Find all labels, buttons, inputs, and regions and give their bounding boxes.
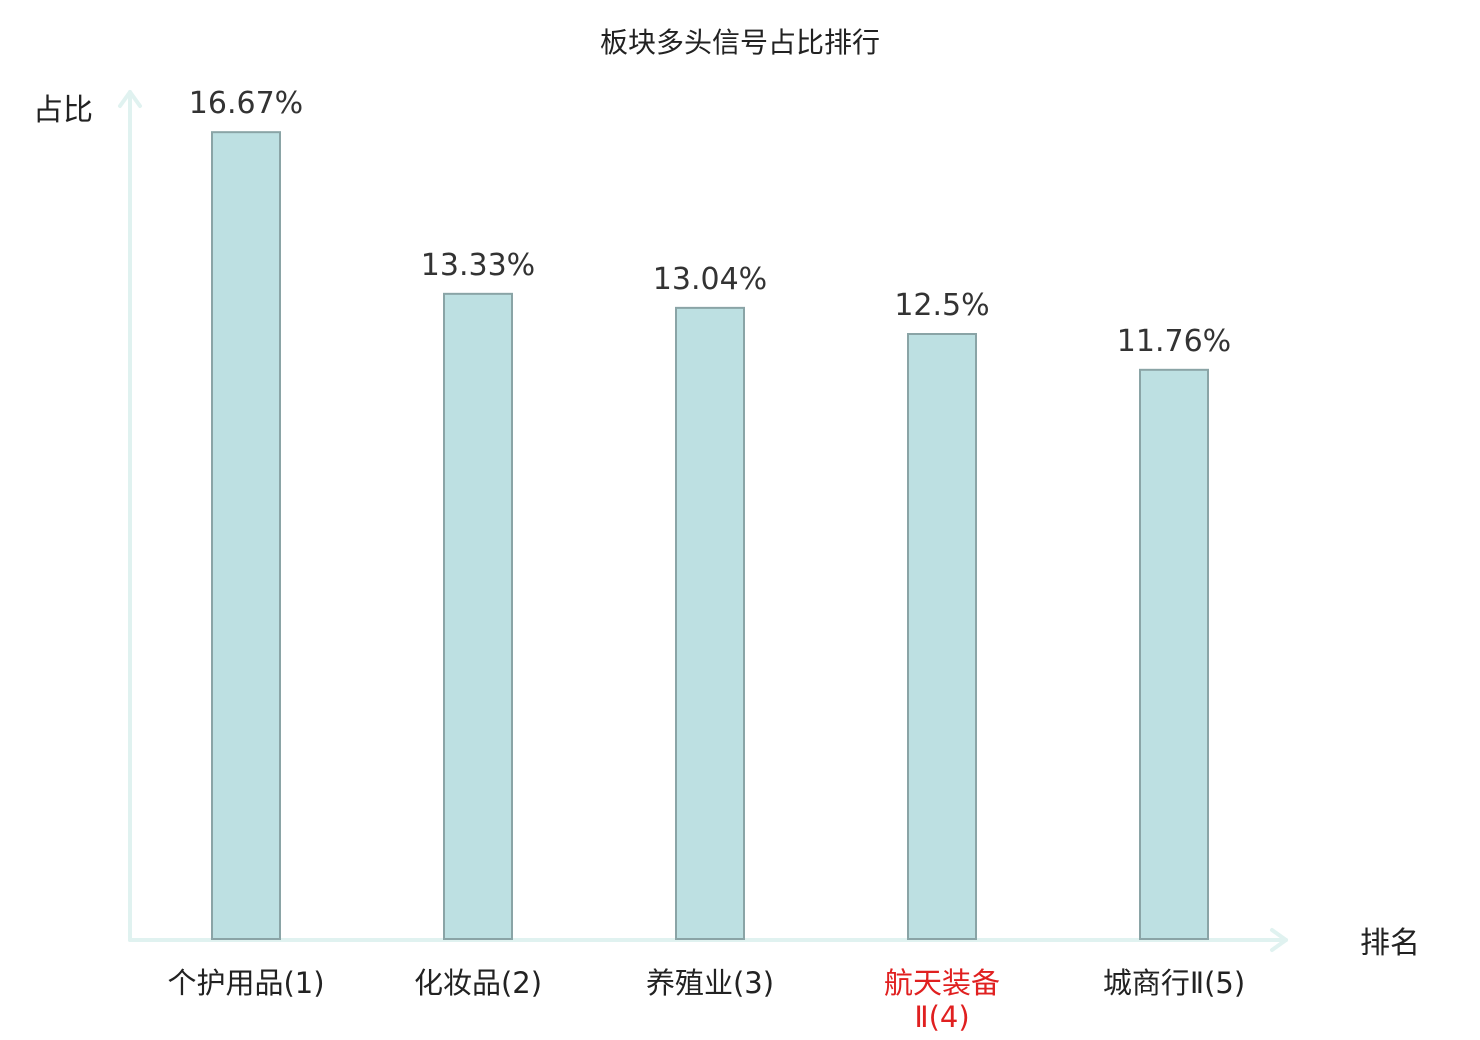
x-tick-label: 个护用品(1) xyxy=(167,966,324,1000)
bar xyxy=(907,333,977,940)
x-tick-label: 养殖业(3) xyxy=(646,966,774,1000)
bar-value-label: 13.04% xyxy=(653,262,767,297)
y-axis-title: 占比 xyxy=(33,93,93,128)
bar-value-label: 13.33% xyxy=(421,248,535,283)
bar-series: 16.67% 个护用品(1) 13.33% 化妆品(2) 13.04% 养殖业(3) 12.… xyxy=(167,86,1245,1034)
x-tick-label-line: 养殖业(3) xyxy=(646,966,774,1000)
bar-value-label: 11.76% xyxy=(1117,324,1231,359)
x-tick-label-line: Ⅱ(4) xyxy=(914,1000,969,1034)
bar-value-label: 16.67% xyxy=(189,86,303,121)
bar xyxy=(211,131,281,940)
x-tick-label: 化妆品(2) xyxy=(414,966,542,1000)
bar-value-label: 12.5% xyxy=(894,288,989,323)
x-tick-label: 航天装备 Ⅱ(4) xyxy=(884,966,1000,1034)
bar xyxy=(1139,368,1209,941)
x-tick-label-line: 城商行Ⅱ(5) xyxy=(1103,966,1245,1000)
x-axis-arrow xyxy=(1270,928,1288,952)
x-axis-title: 排名 xyxy=(1360,926,1420,961)
y-axis-arrow xyxy=(118,90,142,108)
bar xyxy=(443,292,513,940)
x-tick-label-line: 化妆品(2) xyxy=(414,966,542,1000)
x-tick-label-line: 个护用品(1) xyxy=(167,966,324,1000)
bar xyxy=(675,306,745,940)
chart-title: 板块多头信号占比排行 xyxy=(600,26,880,59)
x-tick-label: 城商行Ⅱ(5) xyxy=(1103,966,1245,1000)
x-tick-label-line: 航天装备 xyxy=(884,966,1000,1000)
